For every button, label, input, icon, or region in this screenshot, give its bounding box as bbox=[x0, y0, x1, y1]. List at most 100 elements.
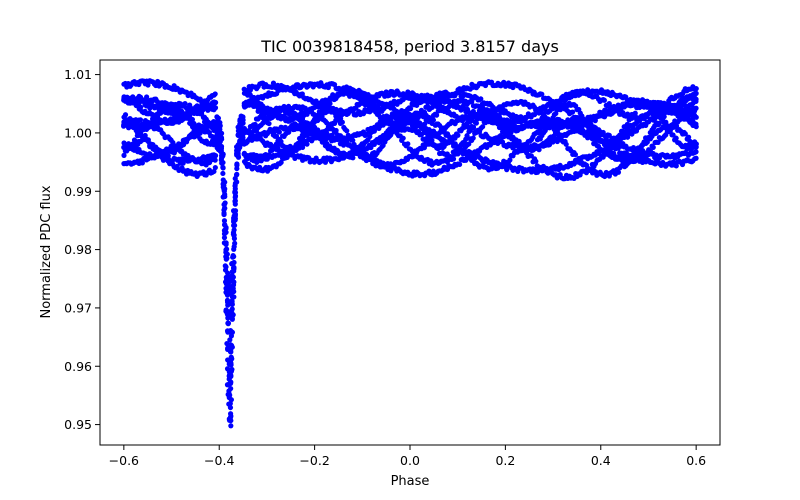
data-point bbox=[232, 193, 239, 199]
data-point bbox=[693, 86, 699, 92]
data-point bbox=[235, 132, 241, 138]
data-point bbox=[192, 127, 198, 133]
data-point bbox=[371, 128, 377, 134]
data-point bbox=[217, 129, 223, 136]
data-point bbox=[478, 96, 484, 102]
data-point bbox=[228, 385, 234, 392]
data-point bbox=[682, 131, 688, 137]
data-point bbox=[693, 105, 699, 111]
data-point bbox=[217, 137, 223, 144]
data-point bbox=[148, 122, 155, 128]
data-point bbox=[121, 152, 127, 158]
data-point bbox=[656, 110, 662, 116]
data-point bbox=[615, 169, 622, 175]
data-point bbox=[232, 201, 238, 207]
data-point bbox=[693, 98, 699, 104]
data-point bbox=[234, 150, 240, 156]
data-point bbox=[229, 356, 235, 362]
data-point bbox=[673, 163, 679, 169]
data-point bbox=[455, 132, 461, 138]
data-point bbox=[407, 105, 414, 112]
data-point bbox=[467, 149, 473, 156]
data-point bbox=[266, 153, 272, 159]
data-point bbox=[231, 266, 237, 272]
data-point bbox=[693, 124, 699, 130]
data-point bbox=[382, 118, 388, 124]
data-point bbox=[221, 218, 228, 224]
data-point bbox=[583, 117, 590, 124]
data-point bbox=[221, 202, 227, 208]
data-point bbox=[223, 281, 229, 287]
data-point bbox=[211, 104, 217, 110]
data-point bbox=[376, 123, 382, 129]
data-point bbox=[224, 340, 230, 347]
data-point bbox=[232, 175, 238, 182]
data-point bbox=[220, 164, 226, 170]
data-point bbox=[473, 120, 479, 126]
data-point bbox=[620, 128, 626, 134]
y-tick-label: 1.01 bbox=[64, 67, 92, 82]
data-point bbox=[319, 132, 325, 138]
data-point bbox=[226, 287, 232, 293]
data-point bbox=[515, 118, 521, 125]
data-point bbox=[221, 186, 227, 192]
data-point bbox=[266, 120, 272, 127]
data-point bbox=[339, 119, 345, 125]
data-point bbox=[609, 141, 615, 147]
data-point bbox=[231, 243, 237, 250]
y-axis: 0.950.960.970.980.991.001.01 bbox=[64, 67, 100, 432]
data-point bbox=[138, 104, 144, 110]
data-point bbox=[272, 112, 278, 118]
x-tick-label: 0.0 bbox=[400, 453, 420, 468]
chart-title: TIC 0039818458, period 3.8157 days bbox=[260, 37, 559, 56]
data-point bbox=[470, 124, 477, 131]
y-axis-label: Normalized PDC flux bbox=[39, 185, 54, 318]
data-point bbox=[231, 222, 238, 229]
data-point bbox=[429, 104, 435, 110]
data-point bbox=[557, 99, 563, 105]
data-point bbox=[274, 133, 280, 140]
data-point bbox=[690, 144, 696, 151]
data-point bbox=[228, 333, 235, 339]
data-point bbox=[228, 342, 235, 349]
data-point bbox=[227, 368, 233, 375]
data-point bbox=[557, 133, 563, 139]
data-point bbox=[212, 138, 219, 144]
data-point bbox=[304, 141, 310, 147]
data-point bbox=[536, 147, 542, 153]
data-point bbox=[350, 137, 356, 143]
data-point bbox=[151, 117, 157, 123]
data-point bbox=[650, 144, 656, 150]
data-point bbox=[693, 90, 699, 96]
data-point bbox=[231, 279, 237, 285]
data-point bbox=[229, 261, 235, 267]
data-point bbox=[227, 349, 234, 355]
data-point bbox=[212, 164, 218, 171]
data-point bbox=[543, 165, 550, 171]
x-axis: −0.6 −0.4 −0.2 0.0 0.2 0.4 0.6 bbox=[109, 445, 706, 468]
data-point bbox=[405, 141, 411, 147]
data-point bbox=[228, 362, 234, 368]
data-point bbox=[231, 227, 237, 233]
data-point bbox=[212, 157, 218, 163]
data-point bbox=[636, 118, 643, 124]
data-point bbox=[605, 149, 611, 156]
data-point bbox=[693, 114, 699, 120]
data-point bbox=[227, 337, 233, 343]
data-point bbox=[224, 277, 230, 283]
data-point bbox=[232, 208, 239, 214]
data-point bbox=[240, 135, 246, 141]
data-point bbox=[144, 94, 150, 100]
data-point bbox=[224, 251, 230, 257]
data-point bbox=[232, 189, 238, 195]
data-point bbox=[488, 140, 495, 146]
data-point bbox=[218, 157, 224, 163]
data-point bbox=[673, 135, 679, 141]
data-point bbox=[389, 127, 395, 133]
data-point bbox=[469, 99, 475, 105]
data-point bbox=[350, 108, 356, 114]
series-orbit-6 bbox=[121, 118, 699, 401]
data-point bbox=[230, 274, 236, 280]
data-point bbox=[464, 133, 470, 139]
